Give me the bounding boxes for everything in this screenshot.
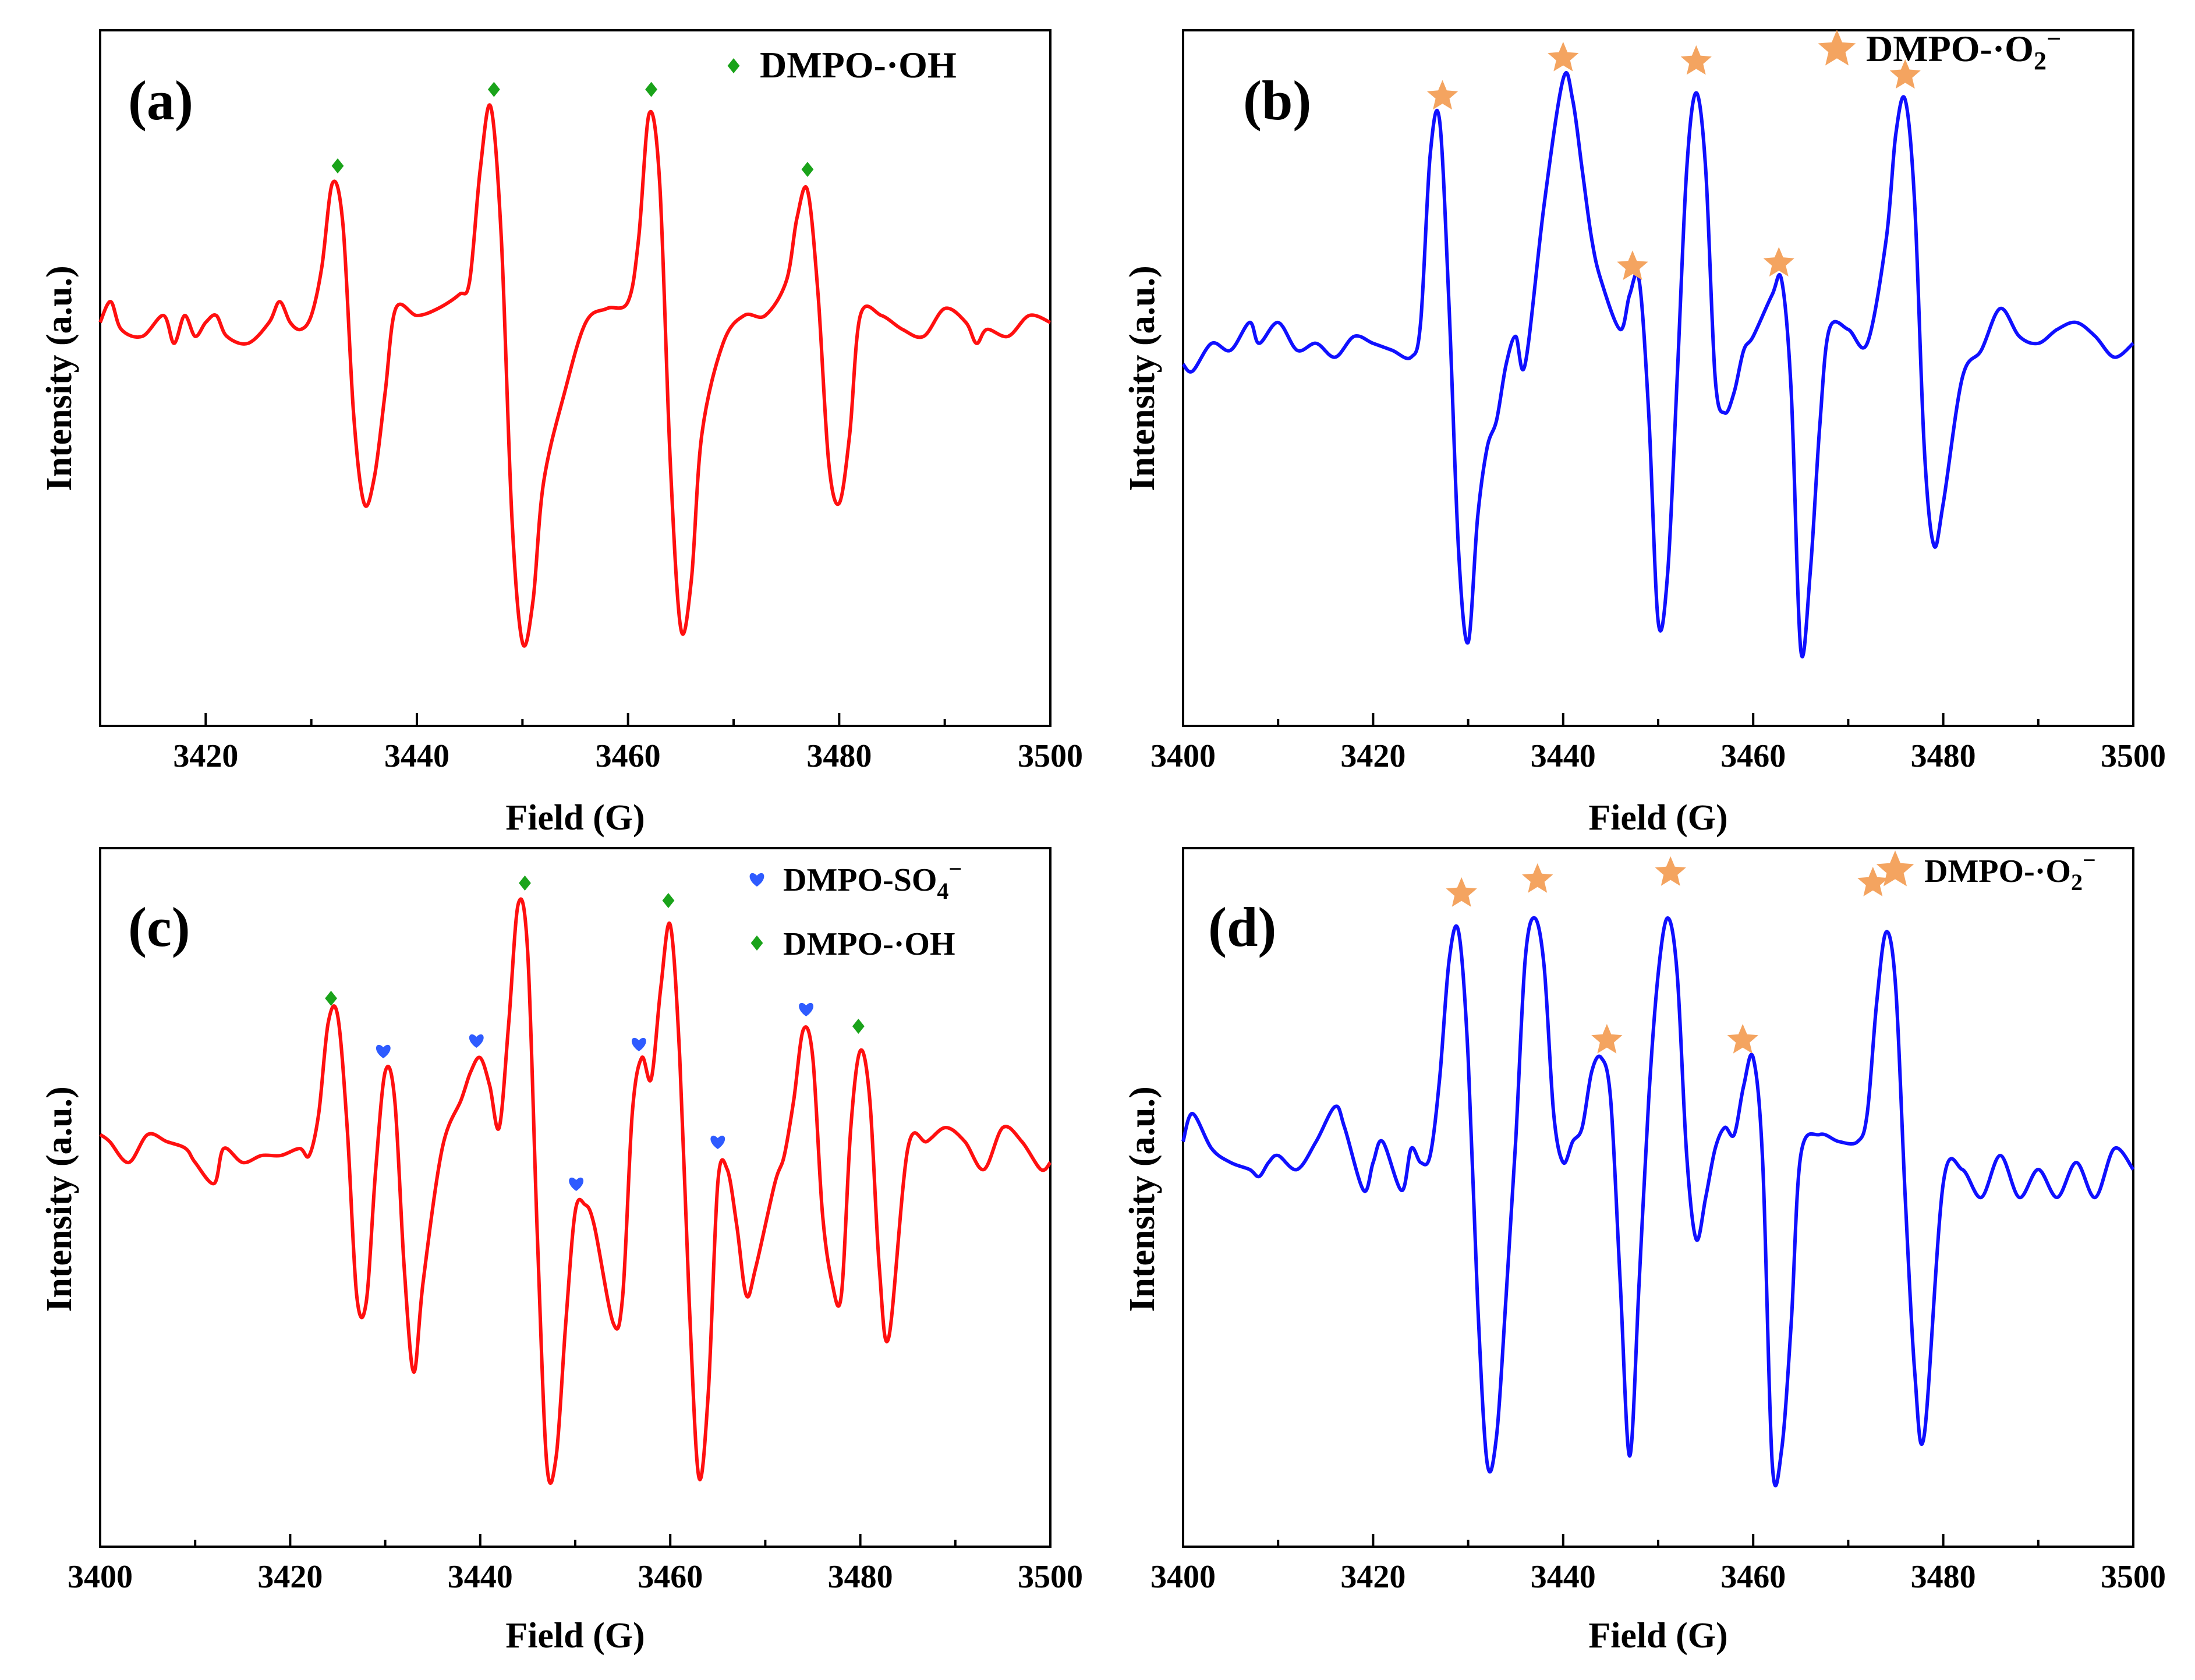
plot-frame <box>99 29 1052 727</box>
panel-c: (c) Intensity (a.u.) Field (G) 3400 3420 3… <box>40 847 1083 1656</box>
x-tick-label: 3440 <box>448 1559 513 1595</box>
star-marker <box>1522 863 1553 893</box>
x-tick-label: 3460 <box>1720 1559 1786 1595</box>
panel-a: (a) Intensity (a.u.) Field (G) 3420 3440 3… <box>40 29 1083 838</box>
diamond-marker <box>662 893 675 908</box>
diamond-marker <box>801 162 814 177</box>
diamond-marker <box>645 81 657 97</box>
panel-label: (d) <box>1208 896 1276 958</box>
x-tick-label: 3400 <box>1150 1559 1216 1595</box>
x-axis-title: Field (G) <box>1588 798 1727 838</box>
star-marker <box>1680 45 1712 75</box>
legend-label: DMPO-·OH <box>783 926 955 962</box>
x-tick-label: 3500 <box>1018 1559 1083 1595</box>
plot-frame <box>1182 847 2134 1548</box>
legend-diamond-marker <box>750 935 763 951</box>
x-tick-label: 3500 <box>1018 738 1083 774</box>
x-tick-label: 3460 <box>1720 738 1786 774</box>
legend-label: DMPO-SO4− <box>783 856 962 904</box>
star-marker <box>1727 1024 1758 1054</box>
x-tick-label: 3500 <box>2101 1559 2166 1595</box>
x-tick-label: 3440 <box>384 738 449 774</box>
heart-marker <box>569 1177 584 1191</box>
star-marker <box>1426 80 1458 110</box>
heart-marker <box>376 1044 391 1058</box>
legend-diamond-marker <box>727 58 740 73</box>
x-tick-label: 3440 <box>1531 1559 1596 1595</box>
x-tick-label: 3420 <box>1340 1559 1405 1595</box>
legend-star-marker <box>1876 850 1914 887</box>
legend: DMPO-·OH <box>727 44 957 86</box>
star-marker <box>1763 247 1794 277</box>
star-marker <box>1889 59 1921 89</box>
panel-d: (d) Intensity (a.u.) Field (G) 3400 3420 3… <box>1123 847 2166 1656</box>
diamond-marker <box>487 81 500 97</box>
star-marker <box>1591 1024 1623 1054</box>
diamond-marker <box>852 1019 865 1034</box>
panel-b: (b) Intensity (a.u.) Field (G) 3400 3420 3… <box>1123 24 2166 838</box>
x-tick-label: 3460 <box>638 1559 703 1595</box>
diamond-marker <box>325 991 337 1006</box>
legend: DMPO-·O2− <box>1876 847 2096 895</box>
x-tick-label: 3480 <box>806 738 872 774</box>
star-marker <box>1655 856 1686 886</box>
panel-label: (c) <box>128 896 190 958</box>
series-line <box>1181 916 2135 1488</box>
x-tick-label: 3500 <box>2101 738 2166 774</box>
legend: DMPO-SO4− DMPO-·OH <box>749 856 962 962</box>
star-marker <box>1446 877 1477 907</box>
x-tick-label: 3460 <box>596 738 661 774</box>
heart-marker <box>631 1037 646 1051</box>
x-tick-label: 3480 <box>828 1559 893 1595</box>
x-axis-title: Field (G) <box>1588 1616 1727 1656</box>
y-axis-title: Intensity (a.u.) <box>40 265 79 491</box>
x-tick-label: 3420 <box>1340 738 1405 774</box>
heart-marker <box>799 1002 813 1016</box>
panel-label: (b) <box>1243 69 1311 132</box>
x-tick-label: 3480 <box>1911 1559 1976 1595</box>
series-line <box>98 103 1052 648</box>
y-axis-title: Intensity (a.u.) <box>1123 1086 1162 1312</box>
legend-label: DMPO-·O2− <box>1924 847 2096 895</box>
y-axis-title: Intensity (a.u.) <box>1123 265 1162 491</box>
heart-marker <box>469 1034 484 1048</box>
diamond-marker <box>519 876 531 891</box>
star-marker <box>1548 41 1579 72</box>
star-marker <box>1617 250 1648 280</box>
star-marker <box>1857 867 1889 896</box>
x-axis-title: Field (G) <box>505 1616 645 1656</box>
diamond-marker <box>331 158 344 174</box>
heart-marker <box>710 1135 725 1149</box>
x-tick-label: 3400 <box>1150 738 1216 774</box>
legend-label: DMPO-·OH <box>760 44 957 86</box>
x-tick-label: 3400 <box>68 1559 133 1595</box>
legend-star-marker <box>1818 30 1856 66</box>
x-tick-label: 3480 <box>1911 738 1976 774</box>
series-line <box>1181 71 2134 659</box>
panel-label: (a) <box>128 69 193 132</box>
x-tick-label: 3420 <box>257 1559 323 1595</box>
legend-heart-marker <box>749 873 764 887</box>
legend-label: DMPO-·O2− <box>1866 24 2061 75</box>
legend: DMPO-·O2− <box>1818 24 2061 75</box>
x-axis-title: Field (G) <box>505 798 645 838</box>
x-tick-label: 3420 <box>173 738 238 774</box>
y-axis-title: Intensity (a.u.) <box>40 1086 79 1312</box>
series-line <box>99 897 1052 1485</box>
x-tick-label: 3440 <box>1531 738 1596 774</box>
